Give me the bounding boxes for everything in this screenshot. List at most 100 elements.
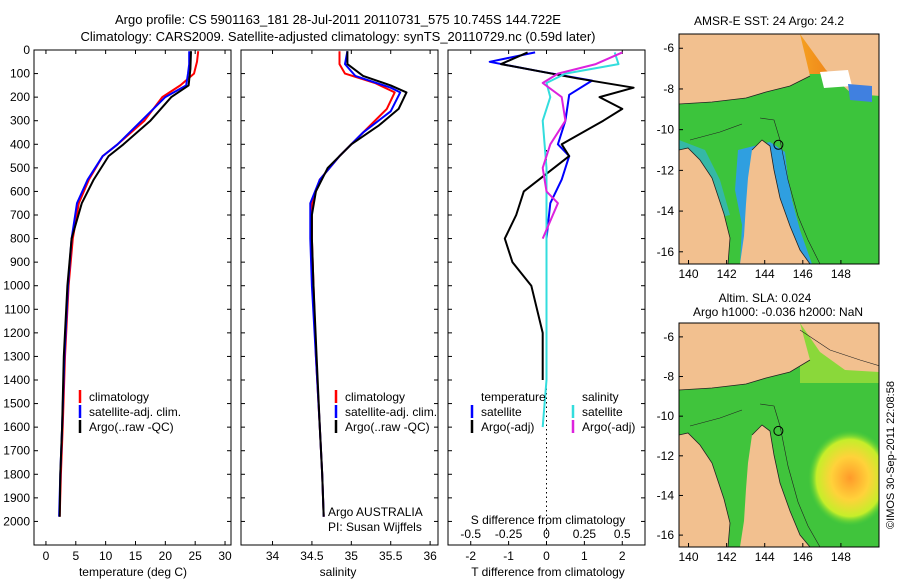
y-tick-label-1100: 1100 xyxy=(4,302,30,316)
s-difference-tick-labels: -0.5 -0.25 0 0.25 0.5 xyxy=(460,527,631,541)
sst-map-y-ticks: -6 -8 -10 -12 -14 -16 xyxy=(657,41,683,259)
sla-land-cape-york xyxy=(740,425,810,547)
map-x-tick-label-140: 140 xyxy=(679,267,699,281)
sst-map: AMSR-E SST: 24 Argo: 24.2 140 142 144 146 14… xyxy=(657,14,880,281)
y-tick-label-1700: 1700 xyxy=(3,444,30,458)
s-diff-tick-label-0: 0 xyxy=(543,527,550,541)
pi-label: PI: Susan Wijffels xyxy=(328,520,422,534)
y-tick-label-700: 700 xyxy=(10,208,30,222)
series-line-argo-raw-qc xyxy=(58,51,192,517)
salinity-x-ticks: 34 34.5 35 35.5 36 xyxy=(266,50,437,563)
y-tick-label-1200: 1200 xyxy=(3,326,30,340)
x-tick-label-34-5: 34.5 xyxy=(300,549,324,563)
map-y-tick-label-10: -10 xyxy=(657,409,675,423)
series-line-salinity-argo-adj xyxy=(541,51,623,239)
temperature-y-ticks: 0 100 200 300 400 500 600 700 800 900 1000 1100 1200… xyxy=(3,43,231,528)
imos-timestamp: ©IMOS 30-Sep-2011 22:08:58 xyxy=(885,381,897,529)
sla-map-frame xyxy=(678,322,880,548)
sst-land-east xyxy=(848,84,872,102)
legend-title-salinity: salinity xyxy=(582,390,619,404)
sst-depth-contour xyxy=(689,117,821,264)
sst-map-x-ticks: 140 142 144 146 148 xyxy=(679,260,851,281)
header-line-1: Argo profile: CS 5901163_181 28-Jul-2011… xyxy=(115,12,561,27)
temperature-x-ticks: 0 5 10 15 20 25 30 xyxy=(43,50,232,563)
x-tick-label-2: -2 xyxy=(465,549,476,563)
salinity-legend: climatology satellite-adj. clim. Argo(..… xyxy=(334,390,437,434)
y-tick-label-1600: 1600 xyxy=(3,420,30,434)
y-tick-label-0: 0 xyxy=(23,43,30,57)
s-diff-tick-label-0-5: 0.5 xyxy=(614,527,631,541)
y-tick-label-1900: 1900 xyxy=(3,491,30,505)
y-tick-label-1300: 1300 xyxy=(3,349,30,363)
x-tick-label-1: -1 xyxy=(503,549,514,563)
x-tick-label-35-5: 35.5 xyxy=(379,549,403,563)
legend-label-temperature-argo: Argo(-adj) xyxy=(481,420,534,434)
difference-panel: -2 -1 0 1 2 S difference from climatology -0… xyxy=(447,49,646,579)
salinity-axes-frame xyxy=(240,49,439,546)
map-x-tick-label-148: 148 xyxy=(831,267,851,281)
x-tick-label-30: 30 xyxy=(218,549,232,563)
legend-label-argo: Argo(..raw -QC) xyxy=(89,420,174,434)
x-tick-label-0: 0 xyxy=(43,549,50,563)
temperature-lines xyxy=(58,51,200,517)
y-tick-label-800: 800 xyxy=(10,232,30,246)
sst-land-arnhem xyxy=(679,148,730,264)
legend-label-climatology: climatology xyxy=(89,390,149,404)
map-x-tick-label-140: 140 xyxy=(679,550,699,564)
y-tick-label-600: 600 xyxy=(10,184,30,198)
legend-label-satellite-adj: satellite-adj. clim. xyxy=(89,405,181,419)
difference-legend: temperature satellite Argo(-adj) salinit… xyxy=(470,390,635,434)
y-tick-label-1800: 1800 xyxy=(3,467,30,481)
map-y-tick-label-16: -16 xyxy=(657,245,675,259)
series-line-argo-raw-qc xyxy=(310,51,408,517)
x-tick-label-36: 36 xyxy=(423,549,437,563)
map-x-tick-label-144: 144 xyxy=(755,267,775,281)
series-line-temperature-argo-adj xyxy=(500,51,635,380)
map-x-tick-label-146: 146 xyxy=(793,267,813,281)
x-tick-label-34: 34 xyxy=(266,549,280,563)
y-tick-label-200: 200 xyxy=(10,90,30,104)
s-diff-tick-label-0-25: 0.25 xyxy=(573,527,597,541)
temperature-axes-frame xyxy=(33,49,232,546)
sst-land-new-guinea xyxy=(679,34,879,104)
map-x-tick-label-142: 142 xyxy=(717,267,737,281)
y-tick-label-1000: 1000 xyxy=(3,279,30,293)
map-y-tick-label-16: -16 xyxy=(657,528,675,542)
header-line-2: Climatology: CARS2009. Satellite-adjuste… xyxy=(81,29,596,44)
legend-label-temperature-satellite: satellite xyxy=(481,405,522,419)
sst-argo-position-marker xyxy=(773,139,784,150)
legend-title-temperature: temperature xyxy=(481,390,546,404)
salinity-x-label: salinity xyxy=(320,565,357,579)
sst-land-island xyxy=(820,70,852,88)
series-line-salinity-satellite xyxy=(541,52,620,428)
sla-land-new-guinea xyxy=(679,323,879,390)
temperature-panel: 0100200300400500600700800900100011001200… xyxy=(3,43,232,579)
map-x-tick-label-144: 144 xyxy=(755,550,775,564)
y-tick-label-1400: 1400 xyxy=(3,373,30,387)
x-tick-label-2: 2 xyxy=(619,549,626,563)
sla-high-anomaly xyxy=(808,430,879,526)
x-tick-label-5: 5 xyxy=(72,549,79,563)
salinity-lines xyxy=(309,51,408,517)
sla-map: Altim. SLA: 0.024 Argo h1000: -0.036 h20… xyxy=(657,291,880,564)
map-y-tick-label-8: -8 xyxy=(663,82,674,96)
x-tick-label-15: 15 xyxy=(129,549,143,563)
sst-map-frame xyxy=(678,33,880,265)
sla-map-y-ticks: -6 -8 -10 -12 -14 -16 xyxy=(657,330,683,542)
sst-map-title: AMSR-E SST: 24 Argo: 24.2 xyxy=(694,14,844,28)
sla-map-x-ticks: 140 142 144 146 148 xyxy=(679,543,851,564)
difference-y-ticks xyxy=(448,49,645,522)
y-tick-label-900: 900 xyxy=(10,255,30,269)
y-tick-label-300: 300 xyxy=(10,114,30,128)
s-difference-label: S difference from climatology xyxy=(471,513,626,527)
salinity-panel: 34 34.5 35 35.5 36 salinity climatology sate… xyxy=(240,49,439,579)
map-y-tick-label-6: -6 xyxy=(663,330,674,344)
x-tick-label-1: 1 xyxy=(581,549,588,563)
s-diff-tick-label-0-25: -0.25 xyxy=(495,527,523,541)
map-y-tick-label-8: -8 xyxy=(663,370,674,384)
map-y-tick-label-14: -14 xyxy=(657,204,675,218)
salinity-y-ticks xyxy=(241,49,438,522)
y-tick-label-1500: 1500 xyxy=(3,397,30,411)
map-y-tick-label-14: -14 xyxy=(657,488,675,502)
